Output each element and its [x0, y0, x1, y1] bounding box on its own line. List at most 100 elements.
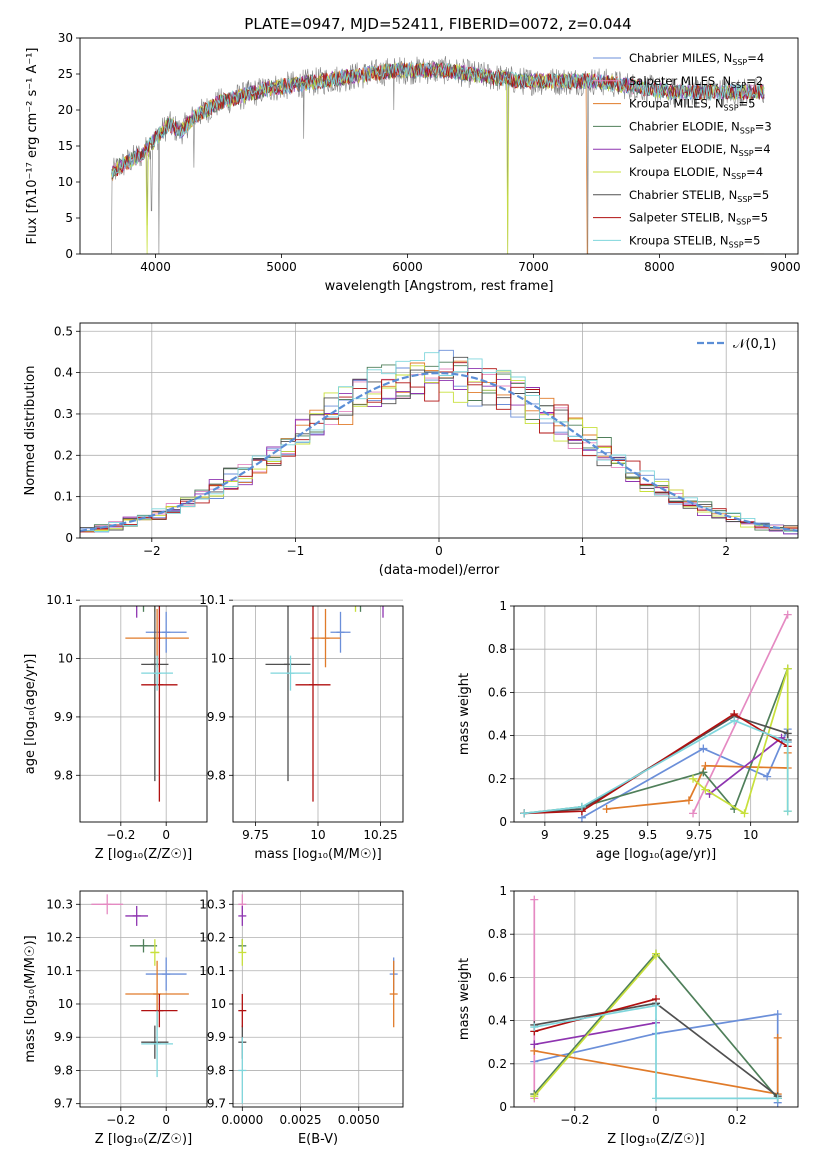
weight-point-marker: [652, 1001, 660, 1010]
x-tick-label: 0: [162, 828, 170, 842]
axes-frame: [79, 322, 799, 539]
plot-area: [80, 349, 798, 536]
x-tick-label: 9.75: [686, 828, 713, 842]
y-tick-label: 9.8: [54, 1063, 73, 1077]
x-tick-label: 0.0050: [338, 1113, 380, 1127]
legend-entry: Salpeter ELODIE, NSSP=4: [629, 142, 771, 158]
weight-line-1: [581, 728, 789, 819]
x-tick-label: 4000: [140, 260, 171, 274]
y-tick-label: 10: [58, 997, 73, 1011]
legend-nssp: =2: [746, 74, 763, 88]
x-tick-label: 6000: [392, 260, 423, 274]
y-tick-label: 0: [65, 247, 73, 261]
plot-area: [91, 894, 189, 1078]
legend-subscript: SSP: [731, 81, 746, 90]
weight-point-marker: [530, 895, 539, 904]
weight-point-marker: [701, 761, 710, 770]
x-tick-label: 10.25: [363, 828, 397, 842]
weight-point-marker: [530, 1092, 539, 1101]
x-tick-label: −2: [143, 544, 161, 558]
axes-frame: [513, 605, 799, 823]
weight-point-marker: [520, 809, 529, 818]
x-tick-label: 0: [162, 1113, 170, 1127]
weight-point-marker: [701, 785, 710, 794]
axes-frame: [79, 890, 208, 1108]
legend-entry: Kroupa ELODIE, NSSP=4: [629, 165, 763, 181]
x-tick-label: 9.25: [583, 828, 610, 842]
plot-area: [111, 56, 765, 254]
weight-point-marker: [740, 809, 749, 818]
weight-point-marker: [730, 716, 739, 725]
legend-subscript: SSP: [740, 126, 755, 135]
weight-point-marker: [699, 768, 708, 777]
y-tick-label: 0.5: [54, 324, 73, 338]
x-tick-label: 0: [652, 1113, 660, 1127]
legend-nssp: =5: [751, 211, 768, 225]
x-tick-label: −1: [287, 544, 305, 558]
axes-frame: [79, 37, 799, 255]
weight-point-marker: [773, 1094, 782, 1103]
axes-frame: [79, 605, 208, 823]
y-tick-label: 10.2: [199, 931, 226, 945]
weight-point-marker: [689, 809, 698, 818]
weight-point-marker: [763, 772, 772, 781]
plot-area: [530, 895, 782, 1107]
plot-area: [125, 606, 189, 802]
x-tick-label: −0.2: [560, 1113, 589, 1127]
y-tick-label: 10: [211, 652, 226, 666]
x-tick-label: 9.5: [638, 828, 657, 842]
weight-point-marker: [652, 949, 660, 958]
panel-mass_vs_Z: −0.2 0 9.7 9.8 9.9 10 10.1 10.2 10.3 Z [log₁₀(Z/Z…: [23, 890, 208, 1147]
y-axis-label: age [log₁₀(age/yr)]: [23, 654, 38, 775]
legend-entry: Chabrier ELODIE, NSSP=3: [629, 119, 772, 135]
weight-line-4: [524, 668, 789, 815]
legend-nssp: =4: [747, 51, 764, 65]
legend-subscript: SSP: [737, 195, 752, 204]
y-tick-label: 0.2: [54, 448, 73, 462]
legend-subscript: SSP: [732, 58, 747, 67]
weight-line-8: [524, 712, 789, 815]
y-tick-label: 0.1: [54, 490, 73, 504]
spectrum-legend: Chabrier MILES, NSSP=4 Salpeter MILES, NS…: [593, 51, 772, 249]
y-tick-label: 0.8: [488, 927, 507, 941]
y-tick-label: 0: [65, 531, 73, 545]
axes-frame: [232, 605, 404, 823]
panel-spectrum: 4000 5000 6000 7000 8000 9000 0 5 10 15 20 25 30 wave…: [25, 31, 801, 294]
y-tick-label: 10.3: [46, 897, 73, 911]
axes-frame: [232, 890, 404, 1108]
y-tick-label: 9.9: [54, 710, 73, 724]
panel-age_vs_Z: −0.2 0 9.8 9.9 10 10.1 Z [log₁₀(Z/Z☉)] age [log…: [23, 593, 208, 862]
x-tick-label: 10: [310, 828, 325, 842]
weight-point-marker: [684, 796, 693, 805]
legend-subscript: SSP: [731, 172, 746, 181]
y-tick-label: 9.7: [207, 1097, 226, 1111]
weight-point-marker: [652, 1094, 660, 1103]
y-tick-label: 10.1: [46, 964, 73, 978]
legend-subscript: SSP: [724, 104, 739, 113]
y-tick-label: 9.8: [54, 768, 73, 782]
y-tick-label: 10.1: [199, 964, 226, 978]
y-tick-label: 0.4: [488, 729, 507, 743]
legend-nssp: =4: [754, 142, 771, 156]
weight-point-marker: [773, 1033, 782, 1042]
y-tick-label: 9.7: [54, 1097, 73, 1111]
x-tick-label: 2: [722, 544, 730, 558]
y-tick-label: 0.2: [488, 1057, 507, 1071]
legend-subscript: SSP: [736, 218, 751, 227]
y-tick-label: 5: [65, 211, 73, 225]
x-tick-label: 7000: [518, 260, 549, 274]
legend-entry: Salpeter MILES, NSSP=2: [629, 74, 763, 90]
legend-entry: Kroupa STELIB, NSSP=5: [629, 233, 760, 249]
y-tick-label: 10: [211, 997, 226, 1011]
y-tick-label: 10: [58, 652, 73, 666]
legend-entry: Chabrier STELIB, NSSP=5: [629, 188, 769, 204]
plot-area: [520, 610, 792, 822]
axes-frame: [513, 890, 799, 1108]
legend-nssp: =5: [739, 97, 756, 111]
x-axis-label: mass [log₁₀(M/M☉)]: [254, 847, 381, 862]
x-axis-label: Z [log₁₀(Z/Z☉)]: [95, 1132, 192, 1147]
panel-age_vs_mass: 9.75 10 10.25 9.8 9.9 10 10.1 mass [log₁₀(M/M☉)…: [199, 593, 404, 862]
y-tick-label: 0.8: [488, 642, 507, 656]
x-tick-label: 1: [579, 544, 587, 558]
